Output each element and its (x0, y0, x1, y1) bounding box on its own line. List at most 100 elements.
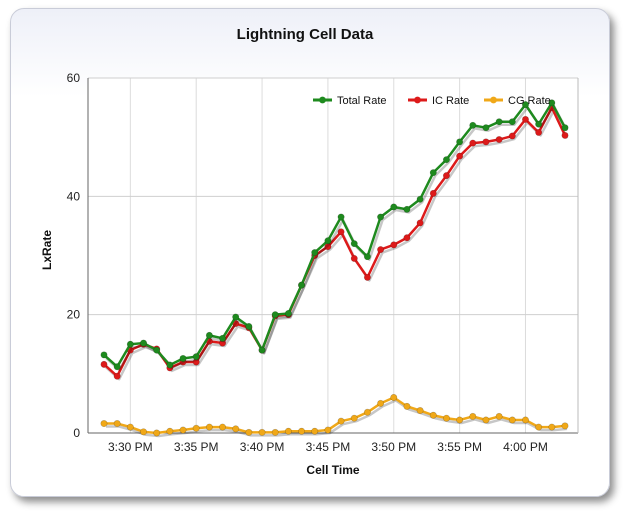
x-axis-label: Cell Time (306, 463, 360, 477)
data-point (350, 240, 358, 248)
x-tick-label: 3:35 PM (174, 440, 219, 454)
data-point (561, 422, 569, 430)
data-point (535, 120, 543, 128)
data-point (192, 424, 200, 432)
data-point (508, 132, 516, 140)
data-point (113, 420, 121, 428)
data-point (245, 428, 253, 436)
data-point (337, 213, 345, 221)
data-point (179, 354, 187, 362)
data-point (153, 429, 161, 437)
data-point (521, 115, 529, 123)
data-point (271, 428, 279, 436)
data-point (153, 346, 161, 354)
data-point (482, 124, 490, 132)
data-point (140, 339, 148, 347)
data-point (469, 121, 477, 129)
data-point (456, 138, 464, 146)
data-point (232, 313, 240, 321)
data-point (469, 412, 477, 420)
data-point (495, 136, 503, 144)
y-tick-label: 60 (67, 71, 81, 85)
data-point (350, 414, 358, 422)
data-point (363, 253, 371, 261)
series-shadow (106, 399, 568, 438)
data-point (245, 322, 253, 330)
chart-title: Lightning Cell Data (236, 26, 374, 43)
data-point (350, 254, 358, 262)
data-point (284, 427, 292, 435)
data-point (219, 423, 227, 431)
data-point (258, 428, 266, 436)
data-point (337, 417, 345, 425)
data-point (442, 156, 450, 164)
data-point (403, 205, 411, 213)
data-point (390, 393, 398, 401)
series-shadow (105, 104, 569, 371)
data-point (416, 195, 424, 203)
data-point (311, 427, 319, 435)
data-point (456, 152, 464, 160)
data-point (363, 273, 371, 281)
data-point (508, 118, 516, 126)
legend-item-label: Total Rate (337, 95, 387, 107)
data-point (416, 219, 424, 227)
data-point (429, 189, 437, 197)
data-point (469, 139, 477, 147)
data-point (456, 416, 464, 424)
x-tick-label: 3:45 PM (306, 440, 351, 454)
data-point (377, 213, 385, 221)
data-point (429, 411, 437, 419)
data-point (521, 416, 529, 424)
data-point (179, 426, 187, 434)
data-point (113, 363, 121, 371)
y-tick-label: 0 (73, 426, 80, 440)
x-tick-label: 4:00 PM (503, 440, 548, 454)
x-tick-label: 3:30 PM (108, 440, 153, 454)
legend-item-label: IC Rate (432, 95, 469, 107)
data-point (508, 416, 516, 424)
data-point (548, 99, 556, 107)
data-point (390, 203, 398, 211)
data-point (429, 169, 437, 177)
data-point (284, 309, 292, 317)
data-point (298, 427, 306, 435)
data-point (363, 408, 371, 416)
data-point (377, 246, 385, 254)
legend-swatch-marker (319, 96, 326, 104)
data-point (140, 428, 148, 436)
x-tick-label: 3:40 PM (240, 440, 285, 454)
data-point (205, 331, 213, 339)
y-tick-label: 40 (67, 189, 81, 203)
data-point (100, 360, 108, 368)
data-point (232, 425, 240, 433)
data-point (100, 420, 108, 428)
data-point (495, 118, 503, 126)
data-point (561, 131, 569, 139)
data-point (258, 346, 266, 354)
x-tick-label: 3:50 PM (371, 440, 416, 454)
y-tick-label: 20 (67, 308, 81, 322)
x-tick-label: 3:55 PM (437, 440, 482, 454)
data-point (377, 399, 385, 407)
legend-swatch-marker (414, 96, 421, 104)
data-point (548, 423, 556, 431)
data-point (219, 334, 227, 342)
data-point (113, 372, 121, 380)
data-point (416, 407, 424, 415)
data-point (192, 353, 200, 361)
data-point (271, 311, 279, 319)
series-shadow (105, 109, 569, 381)
data-point (100, 351, 108, 359)
data-point (495, 412, 503, 420)
data-point (324, 426, 332, 434)
legend-swatch-marker (490, 96, 497, 104)
data-point (166, 361, 174, 369)
data-point (482, 138, 490, 146)
data-point (337, 228, 345, 236)
data-point (521, 101, 529, 109)
plot-area (88, 78, 578, 433)
data-point (535, 128, 543, 136)
data-point (535, 423, 543, 431)
